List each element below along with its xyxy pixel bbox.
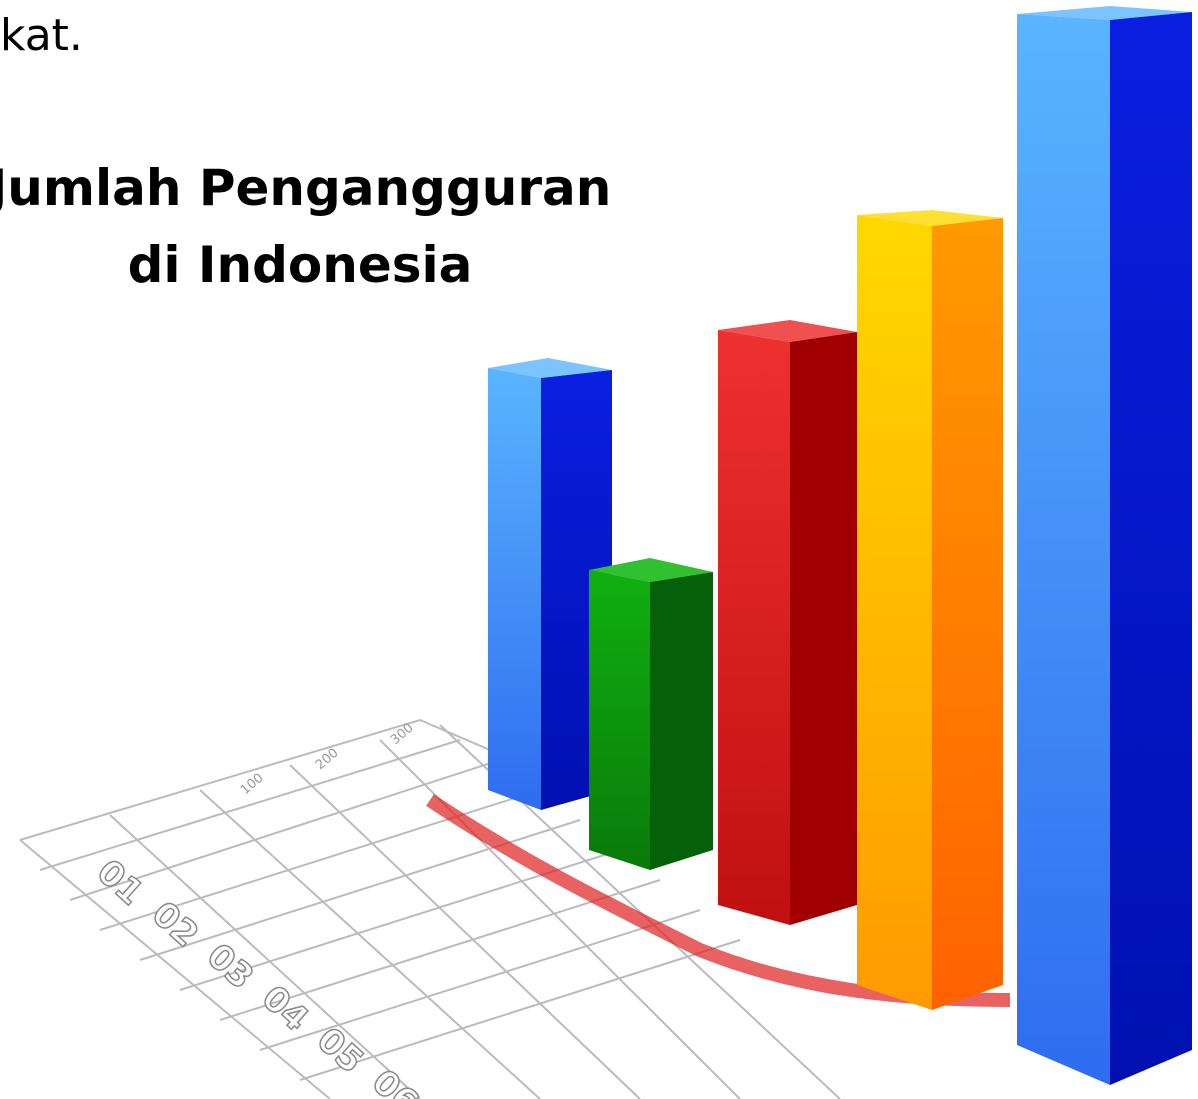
grid [19,718,841,1099]
row-label: 06 [364,1062,426,1099]
bar-3d [718,320,857,925]
grid-label: 300 [388,721,417,748]
row-label: 05 [309,1020,371,1081]
row-label: 04 [254,978,316,1039]
bar-3d [1017,6,1192,1085]
title-line: di Indonesia [128,236,473,294]
bar-3d [589,558,713,870]
bar-3d [857,210,1003,1010]
title-line: Jumlah Pengangguran [0,159,611,217]
grid-label: 200 [313,746,342,773]
grid-label: 100 [238,771,267,798]
text-fragment: kat. [0,10,83,61]
row-label: 02 [144,894,206,955]
